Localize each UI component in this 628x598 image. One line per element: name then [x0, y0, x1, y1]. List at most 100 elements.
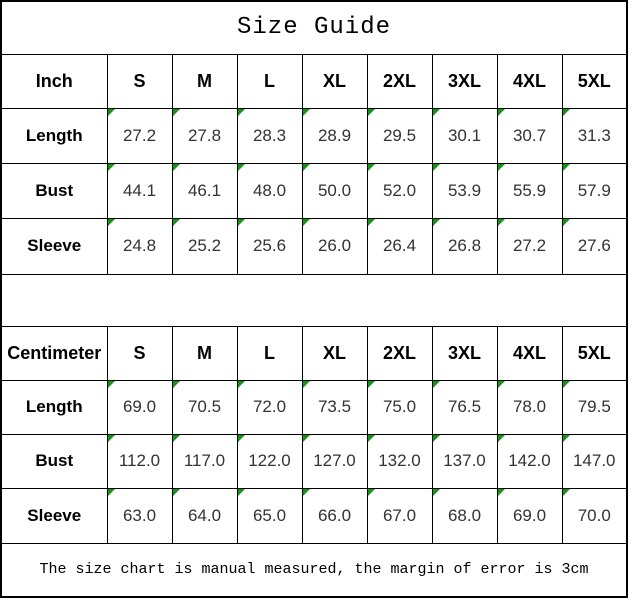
data-cell: 73.5 [301, 379, 368, 435]
table-row: Length 27.2 27.8 28.3 28.9 29.5 30.1 30.… [0, 107, 628, 164]
size-col-header-3xl: 3XL [431, 325, 498, 381]
table-row: Bust 112.0 117.0 122.0 127.0 132.0 137.0… [0, 433, 628, 489]
corner-flag-icon [498, 164, 505, 171]
corner-flag-icon [368, 435, 375, 442]
cell-value: 52.0 [382, 180, 417, 200]
size-col-header-xl: XL [301, 325, 368, 381]
corner-flag-icon [108, 435, 115, 442]
corner-flag-icon [563, 164, 570, 171]
corner-flag-icon [238, 381, 245, 388]
data-cell: 26.8 [431, 217, 498, 275]
corner-flag-icon [563, 381, 570, 388]
row-label-bust: Bust [0, 162, 108, 219]
data-cell: 137.0 [431, 433, 498, 489]
cell-value: 64.0 [187, 505, 222, 525]
corner-flag-icon [173, 109, 180, 116]
cell-value: 68.0 [447, 505, 482, 525]
data-cell: 112.0 [106, 433, 173, 489]
cell-value: 46.1 [187, 180, 222, 200]
cell-value: 50.0 [317, 180, 352, 200]
cell-value: 76.5 [447, 397, 482, 416]
cell-value: 127.0 [313, 451, 356, 470]
data-cell: 48.0 [236, 162, 303, 219]
corner-flag-icon [433, 489, 440, 496]
cell-value: 69.0 [512, 505, 547, 525]
table-row: Sleeve 63.0 64.0 65.0 66.0 67.0 68.0 69.… [0, 487, 628, 544]
cell-value: 70.0 [577, 505, 611, 525]
cell-value: 27.8 [187, 125, 222, 145]
cell-value: 27.2 [512, 236, 547, 255]
data-cell: 132.0 [366, 433, 433, 489]
data-cell: 72.0 [236, 379, 303, 435]
corner-flag-icon [433, 109, 440, 116]
size-col-header-2xl: 2XL [366, 53, 433, 109]
unit-header-inch: Inch [0, 53, 108, 109]
row-label-length: Length [0, 107, 108, 164]
corner-flag-icon [303, 164, 310, 171]
cell-value: 27.6 [577, 236, 611, 255]
cell-value: 122.0 [248, 451, 291, 470]
cell-value: 25.6 [252, 236, 287, 255]
cell-value: 147.0 [572, 451, 616, 470]
cell-value: 117.0 [183, 451, 226, 470]
data-cell: 24.8 [106, 217, 173, 275]
data-cell: 25.2 [171, 217, 238, 275]
data-cell: 63.0 [106, 487, 173, 544]
corner-flag-icon [238, 219, 245, 226]
data-cell: 68.0 [431, 487, 498, 544]
corner-flag-icon [303, 109, 310, 116]
cell-value: 112.0 [118, 451, 161, 470]
unit-header-centimeter: Centimeter [0, 325, 108, 381]
cell-value: 28.3 [252, 125, 287, 145]
table-row: Bust 44.1 46.1 48.0 50.0 52.0 53.9 55.9 … [0, 162, 628, 219]
cell-value: 142.0 [508, 451, 551, 470]
data-cell: 30.7 [496, 107, 563, 164]
corner-flag-icon [173, 219, 180, 226]
size-col-header-4xl: 4XL [496, 325, 563, 381]
cell-value: 70.5 [187, 397, 222, 416]
cell-value: 79.5 [577, 397, 611, 416]
data-cell: 70.0 [561, 487, 628, 544]
footer-row: The size chart is manual measured, the m… [0, 542, 628, 598]
data-cell: 26.4 [366, 217, 433, 275]
footer-note: The size chart is manual measured, the m… [0, 542, 628, 598]
size-col-header-3xl: 3XL [431, 53, 498, 109]
data-cell: 69.0 [106, 379, 173, 435]
cell-value: 29.5 [382, 125, 417, 145]
corner-flag-icon [498, 435, 505, 442]
page-title: Size Guide [0, 0, 628, 55]
data-cell: 27.2 [496, 217, 563, 275]
corner-flag-icon [173, 164, 180, 171]
cell-value: 28.9 [317, 125, 352, 145]
data-cell: 27.2 [106, 107, 173, 164]
cell-value: 30.7 [512, 125, 547, 145]
row-label-length: Length [0, 379, 108, 435]
corner-flag-icon [238, 164, 245, 171]
size-col-header-4xl: 4XL [496, 53, 563, 109]
corner-flag-icon [108, 219, 115, 226]
corner-flag-icon [108, 109, 115, 116]
corner-flag-icon [563, 435, 570, 442]
cell-value: 132.0 [378, 451, 421, 470]
corner-flag-icon [498, 109, 505, 116]
corner-flag-icon [108, 489, 115, 496]
corner-flag-icon [238, 489, 245, 496]
size-col-header-m: M [171, 53, 238, 109]
data-cell: 57.9 [561, 162, 628, 219]
cell-value: 25.2 [187, 236, 222, 255]
data-cell: 26.0 [301, 217, 368, 275]
size-col-header-l: L [236, 325, 303, 381]
corner-flag-icon [433, 219, 440, 226]
corner-flag-icon [173, 381, 180, 388]
corner-flag-icon [433, 164, 440, 171]
data-cell: 70.5 [171, 379, 238, 435]
corner-flag-icon [368, 164, 375, 171]
data-cell: 122.0 [236, 433, 303, 489]
data-cell: 44.1 [106, 162, 173, 219]
cell-value: 73.5 [317, 397, 352, 416]
cell-value: 78.0 [512, 397, 547, 416]
size-col-header-m: M [171, 325, 238, 381]
data-cell: 65.0 [236, 487, 303, 544]
cell-value: 24.8 [122, 236, 157, 255]
